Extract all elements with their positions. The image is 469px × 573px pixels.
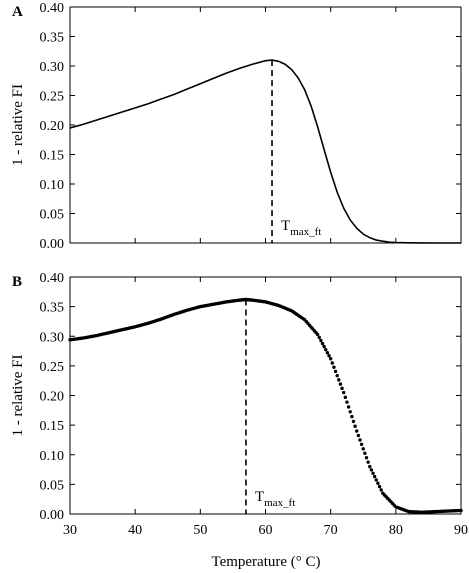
data-point (364, 456, 369, 460)
data-point (337, 378, 341, 382)
x-tick-label: 70 (324, 523, 338, 538)
panel-label: B (12, 274, 22, 290)
data-point (348, 410, 352, 414)
data-point (338, 382, 343, 386)
data-point (332, 365, 336, 369)
panel-a: 0.00 0.05 0.10 0.15 0.20 0.25 0.30 0.35 0.40 A 1 -… (10, 1, 462, 252)
data-point (361, 447, 365, 451)
y-tick-label: 0.10 (40, 178, 65, 193)
data-point (355, 429, 359, 433)
data-point (335, 373, 339, 378)
data-point (376, 481, 380, 485)
y-tick-label: 0.20 (40, 390, 65, 405)
data-point (353, 424, 357, 428)
y-tick-label: 0.30 (40, 330, 65, 345)
y-tick-label: 0.05 (40, 208, 65, 223)
data-point (379, 488, 383, 492)
data-point (315, 332, 320, 337)
y-tick-label: 0.25 (40, 90, 65, 105)
y-tick-label: 0.00 (40, 237, 65, 252)
data-point (340, 386, 344, 391)
x-tick-label: 80 (389, 523, 403, 538)
data-point (366, 460, 370, 464)
tmax-label-sub: max_ft (290, 226, 321, 238)
y-tick-label: 0.20 (40, 119, 65, 134)
series-line (69, 59, 461, 244)
data-point (356, 433, 361, 438)
data-point (358, 438, 362, 442)
tmax-label-main: T (281, 218, 290, 234)
data-point (327, 354, 331, 358)
data-point (322, 344, 326, 349)
x-tick-label: 90 (454, 523, 468, 538)
data-point (363, 451, 367, 455)
x-axis-title: Temperature (° C) (211, 554, 320, 570)
y-tick-label: 0.35 (40, 31, 65, 46)
data-point (325, 350, 330, 355)
data-point (371, 471, 375, 475)
y-tick-label: 0.10 (40, 449, 65, 464)
data-point (320, 341, 325, 346)
x-tick-label: 30 (63, 523, 77, 538)
y-tick-label: 0.40 (40, 271, 65, 286)
tmax-label-main: T (255, 489, 264, 505)
data-point (351, 419, 356, 424)
data-point (345, 400, 349, 404)
data-point (324, 347, 328, 352)
tmax-label: Tmax_ft (281, 218, 321, 238)
plot-frame (69, 6, 462, 244)
y-tick-label: 0.35 (40, 301, 65, 316)
y-axis-title: 1 - relative FI (10, 354, 26, 436)
data-point (372, 474, 377, 479)
data-point (319, 338, 323, 343)
data-point (343, 395, 348, 400)
panel-b: 0.00 0.05 0.10 0.15 0.20 0.25 0.30 0.35 0.40 30 40… (10, 271, 468, 538)
data-point (377, 484, 382, 489)
panel-label: A (12, 4, 23, 20)
y-tick-label: 0.00 (40, 508, 65, 523)
y-tick-label: 0.25 (40, 360, 65, 375)
x-tick-label: 40 (128, 523, 142, 538)
data-point (374, 478, 378, 482)
y-axis-title: 1 - relative FI (10, 84, 26, 166)
data-point (333, 369, 338, 374)
tmax-label-sub: max_ft (264, 497, 295, 509)
y-tick-label: 0.30 (40, 60, 65, 75)
data-point (317, 335, 321, 340)
y-tick-label: 0.15 (40, 149, 65, 164)
x-tick-label: 50 (193, 523, 207, 538)
y-tick-label: 0.05 (40, 478, 65, 493)
plot-frame (69, 276, 462, 515)
data-point (368, 464, 372, 469)
data-point (459, 508, 463, 513)
y-tick-label: 0.15 (40, 419, 65, 434)
data-point (369, 468, 374, 472)
data-point (342, 390, 346, 395)
x-tick-label: 60 (259, 523, 273, 538)
data-point (330, 361, 334, 365)
y-tick-label: 0.40 (40, 1, 65, 16)
data-point (350, 414, 354, 419)
data-point (359, 442, 364, 447)
tmax-label: Tmax_ft (255, 489, 295, 509)
data-point (346, 405, 351, 409)
data-point (328, 357, 333, 361)
